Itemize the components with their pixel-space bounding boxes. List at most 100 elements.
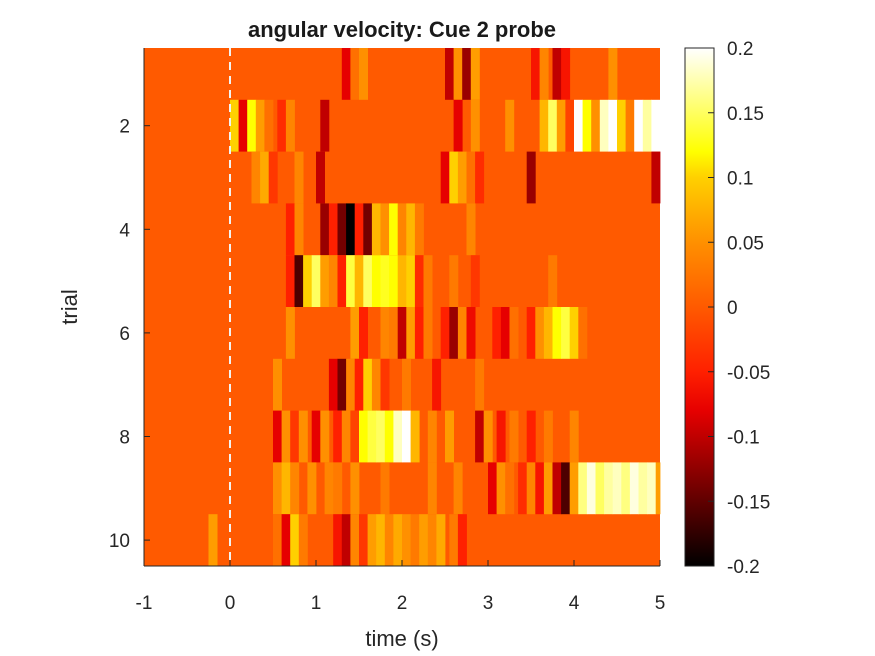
heatmap-cell [371, 203, 381, 256]
heatmap-cell [341, 410, 351, 463]
heatmap-cell [367, 514, 377, 566]
heatmap-cell [629, 462, 639, 515]
heatmap-cell [539, 48, 549, 100]
heatmap-cell [380, 255, 390, 307]
heatmap-cell [285, 99, 295, 152]
heatmap-cell [462, 48, 472, 100]
heatmap-cell [634, 99, 644, 152]
heatmap-cell [320, 255, 330, 307]
heatmap-cell [406, 307, 416, 359]
heatmap-cell [337, 203, 347, 256]
heatmap-cell [505, 99, 515, 152]
heatmap-cell [625, 99, 635, 152]
x-axis: -1 0 1 2 3 4 5 time (s) [136, 560, 665, 651]
heatmap-cell [341, 48, 351, 100]
heatmap-cell [410, 410, 420, 463]
heatmap-cell [346, 203, 356, 256]
heatmap-cell [294, 151, 304, 204]
heatmap-cell [604, 462, 614, 515]
heatmap-cell [440, 151, 450, 204]
heatmap-cell [307, 462, 317, 515]
heatmap-cell [406, 203, 416, 256]
colorbar-tick-label: -0.15 [727, 492, 770, 513]
heatmap-cell [273, 462, 282, 515]
y-axis: 2 4 6 8 10 trial [57, 48, 150, 566]
heatmap-cell [531, 48, 540, 100]
heatmap-cell [565, 99, 575, 152]
y-axis-ticks: 2 4 6 8 10 [109, 117, 150, 552]
heatmap-cell [328, 203, 338, 256]
heatmap-cell [350, 410, 360, 463]
heatmap-cell [617, 99, 626, 152]
heatmap-cell [561, 307, 571, 359]
heatmap-cell [419, 514, 429, 566]
heatmap-cell [543, 410, 553, 463]
heatmap-cell [526, 307, 536, 359]
colorbar-tick-label: 0.05 [727, 233, 764, 254]
heatmap-cell [586, 462, 596, 515]
heatmap-cell [492, 307, 502, 359]
heatmap-cell [436, 514, 446, 566]
x-axis-ticks: -1 0 1 2 3 4 5 [136, 560, 665, 614]
x-tick-label: 3 [483, 593, 494, 614]
heatmap-cell [574, 99, 583, 152]
heatmap-cell [608, 48, 618, 100]
heatmap-cell [324, 462, 334, 515]
heatmap-cell [359, 48, 368, 100]
heatmap-cell [569, 307, 579, 359]
y-tick-label: 2 [119, 117, 130, 138]
heatmap-cell [466, 151, 476, 204]
heatmap-cell [208, 514, 218, 566]
heatmap-cell [346, 358, 356, 411]
heatmap-cell [445, 48, 454, 100]
heatmap-cell [427, 462, 437, 515]
heatmap-cell [569, 462, 579, 515]
heatmap-cell [475, 358, 485, 411]
heatmap-cell [402, 514, 411, 566]
heatmap-cell [608, 99, 618, 152]
heatmap-cell [281, 514, 291, 566]
heatmap-cell [526, 462, 536, 515]
heatmap-cell [453, 462, 463, 515]
heatmap-cell [337, 255, 347, 307]
heatmap-cell [543, 307, 553, 359]
heatmap-cell [354, 255, 364, 307]
heatmap-cell [599, 99, 609, 152]
heatmap-cell [449, 255, 459, 307]
heatmap-cell [505, 462, 515, 515]
heatmap-cell [350, 462, 360, 515]
heatmap-cell [354, 358, 364, 411]
heatmap-cell [350, 514, 360, 566]
heatmap-cell [294, 203, 304, 256]
heatmap-cell [389, 203, 399, 256]
heatmap-cell [552, 307, 562, 359]
heatmap-cell [367, 410, 377, 463]
heatmap-cell [475, 151, 485, 204]
heatmap-cell [389, 255, 399, 307]
heatmap-cell [397, 255, 407, 307]
heatmap-cell [647, 462, 657, 515]
heatmap-cell [457, 151, 467, 204]
heatmap-cell [440, 307, 450, 359]
heatmap-cell [333, 462, 343, 515]
heatmap-cell [470, 99, 480, 152]
heatmap-cell [376, 514, 386, 566]
heatmap-cell [380, 462, 390, 515]
heatmap-cell [389, 307, 399, 359]
heatmap-cell [285, 255, 295, 307]
heatmap-cell [543, 462, 553, 515]
heatmap-cell [290, 514, 300, 566]
heatmap-cell [311, 255, 321, 307]
heatmap-cell [578, 307, 588, 359]
heatmap-cell [384, 514, 394, 566]
heatmap-cell [556, 99, 566, 152]
heatmap-cell [320, 99, 330, 152]
heatmap-cell [290, 410, 300, 463]
heatmap-cell [320, 410, 330, 463]
heatmap-cell [273, 358, 282, 411]
y-tick-label: 8 [119, 428, 130, 449]
heatmap-cell [341, 514, 351, 566]
heatmap-cell [359, 514, 368, 566]
colorbar-tick-label: -0.2 [727, 557, 760, 578]
colorbar-ticks: 0.2 0.15 0.1 0.05 0 -0.05 -0.1 -0.15 -0.2 [708, 39, 770, 578]
